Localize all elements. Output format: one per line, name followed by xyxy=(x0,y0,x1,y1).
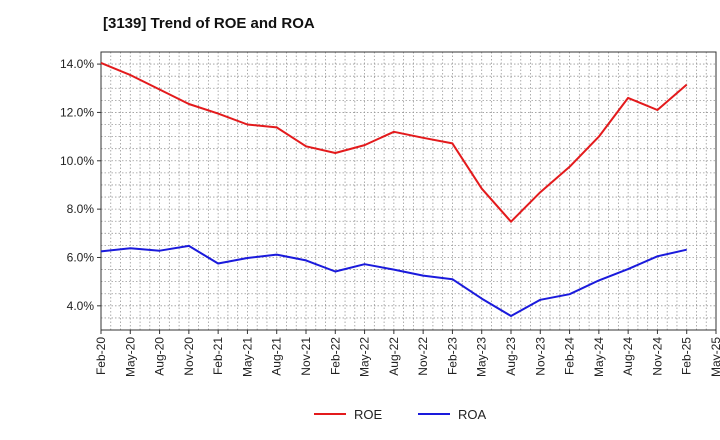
series-lines xyxy=(100,61,688,317)
x-tick-label: Aug-22 xyxy=(387,337,401,376)
x-tick-label: Nov-24 xyxy=(650,337,664,376)
y-tick-label: 10.0% xyxy=(60,154,94,168)
y-tick-label: 6.0% xyxy=(67,250,95,264)
x-tick-label: Aug-23 xyxy=(504,337,518,376)
y-tick-label: 12.0% xyxy=(60,105,94,119)
y-tick-label: 8.0% xyxy=(67,202,95,216)
x-tick-label: May-23 xyxy=(475,337,489,377)
x-tick-label: Feb-20 xyxy=(94,337,108,375)
x-tick-label: May-25 xyxy=(709,337,720,377)
x-tick-label: May-21 xyxy=(240,337,254,377)
x-tick-label: Aug-20 xyxy=(153,337,167,376)
tick-labels: 4.0% 6.0% 8.0% 10.0% 12.0% 14.0% Feb-20 May-20 A… xyxy=(60,57,720,377)
x-tick-label: May-24 xyxy=(592,337,606,377)
x-tick-label: Nov-23 xyxy=(533,337,547,376)
x-tick-label: Nov-21 xyxy=(299,337,313,376)
grid-lines xyxy=(101,52,716,330)
roe-legend-label: ROE xyxy=(354,407,383,422)
x-tick-label: May-22 xyxy=(358,337,372,377)
legend: ROE ROA xyxy=(314,407,487,422)
roa-legend-label: ROA xyxy=(458,407,487,422)
x-tick-label: Nov-22 xyxy=(416,337,430,376)
x-tick-label: Aug-21 xyxy=(270,337,284,376)
x-tick-label: Feb-24 xyxy=(563,337,577,375)
x-tick-label: Feb-22 xyxy=(328,337,342,375)
axes xyxy=(97,51,717,334)
y-tick-label: 14.0% xyxy=(60,57,94,71)
roe-line xyxy=(100,61,688,223)
x-tick-label: Nov-20 xyxy=(182,337,196,376)
y-tick-label: 4.0% xyxy=(67,299,95,313)
x-tick-label: Feb-25 xyxy=(680,337,694,375)
x-tick-label: Aug-24 xyxy=(621,337,635,376)
plot-frame xyxy=(100,51,717,331)
x-tick-label: Feb-21 xyxy=(211,337,225,375)
chart-title: [3139] Trend of ROE and ROA xyxy=(103,15,315,32)
x-tick-label: May-20 xyxy=(123,337,137,377)
x-tick-label: Feb-23 xyxy=(445,337,459,375)
